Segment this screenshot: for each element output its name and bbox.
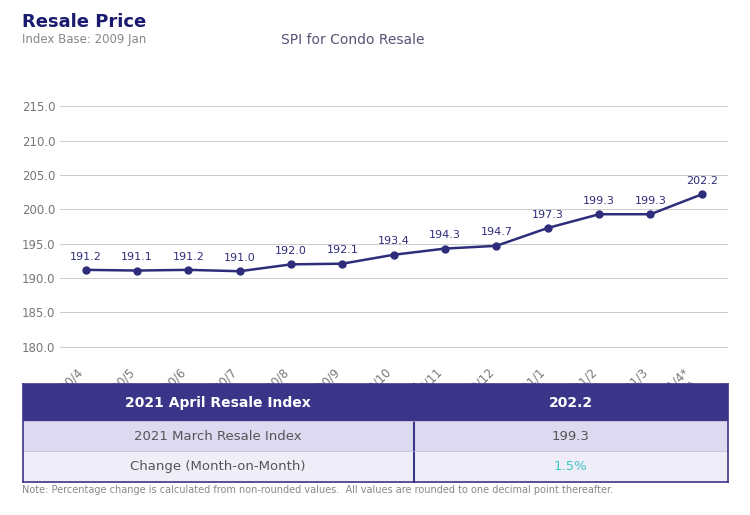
Text: 197.3: 197.3 <box>532 210 564 219</box>
Bar <box>22 452 414 482</box>
Text: Change (Month-on-Month): Change (Month-on-Month) <box>130 460 306 473</box>
Text: 199.3: 199.3 <box>552 430 590 443</box>
Text: 194.7: 194.7 <box>481 228 512 237</box>
Text: 199.3: 199.3 <box>634 196 667 206</box>
Text: 191.2: 191.2 <box>70 251 101 262</box>
Text: 191.2: 191.2 <box>172 251 204 262</box>
Text: 191.1: 191.1 <box>122 252 153 262</box>
Text: 2021 April Resale Index: 2021 April Resale Index <box>125 396 311 409</box>
Text: Resale Price: Resale Price <box>22 13 147 31</box>
Text: 191.0: 191.0 <box>224 253 256 263</box>
Text: Note: Percentage change is calculated from non-rounded values.  All values are r: Note: Percentage change is calculated fr… <box>22 485 613 495</box>
Bar <box>414 452 728 482</box>
Text: 2021 March Resale Index: 2021 March Resale Index <box>134 430 302 443</box>
Text: 192.1: 192.1 <box>326 245 358 255</box>
Text: Index Base: 2009 Jan: Index Base: 2009 Jan <box>22 33 147 46</box>
Text: 194.3: 194.3 <box>429 230 461 240</box>
Text: 1.5%: 1.5% <box>554 460 587 473</box>
Text: 202.2: 202.2 <box>686 176 718 186</box>
Bar <box>22 421 414 452</box>
Text: 199.3: 199.3 <box>584 196 615 206</box>
Text: 193.4: 193.4 <box>378 236 410 246</box>
Bar <box>414 384 728 421</box>
Bar <box>22 384 414 421</box>
Text: SPI for Condo Resale: SPI for Condo Resale <box>280 33 424 47</box>
Text: 202.2: 202.2 <box>548 396 592 409</box>
Text: 192.0: 192.0 <box>275 246 307 256</box>
Bar <box>414 421 728 452</box>
